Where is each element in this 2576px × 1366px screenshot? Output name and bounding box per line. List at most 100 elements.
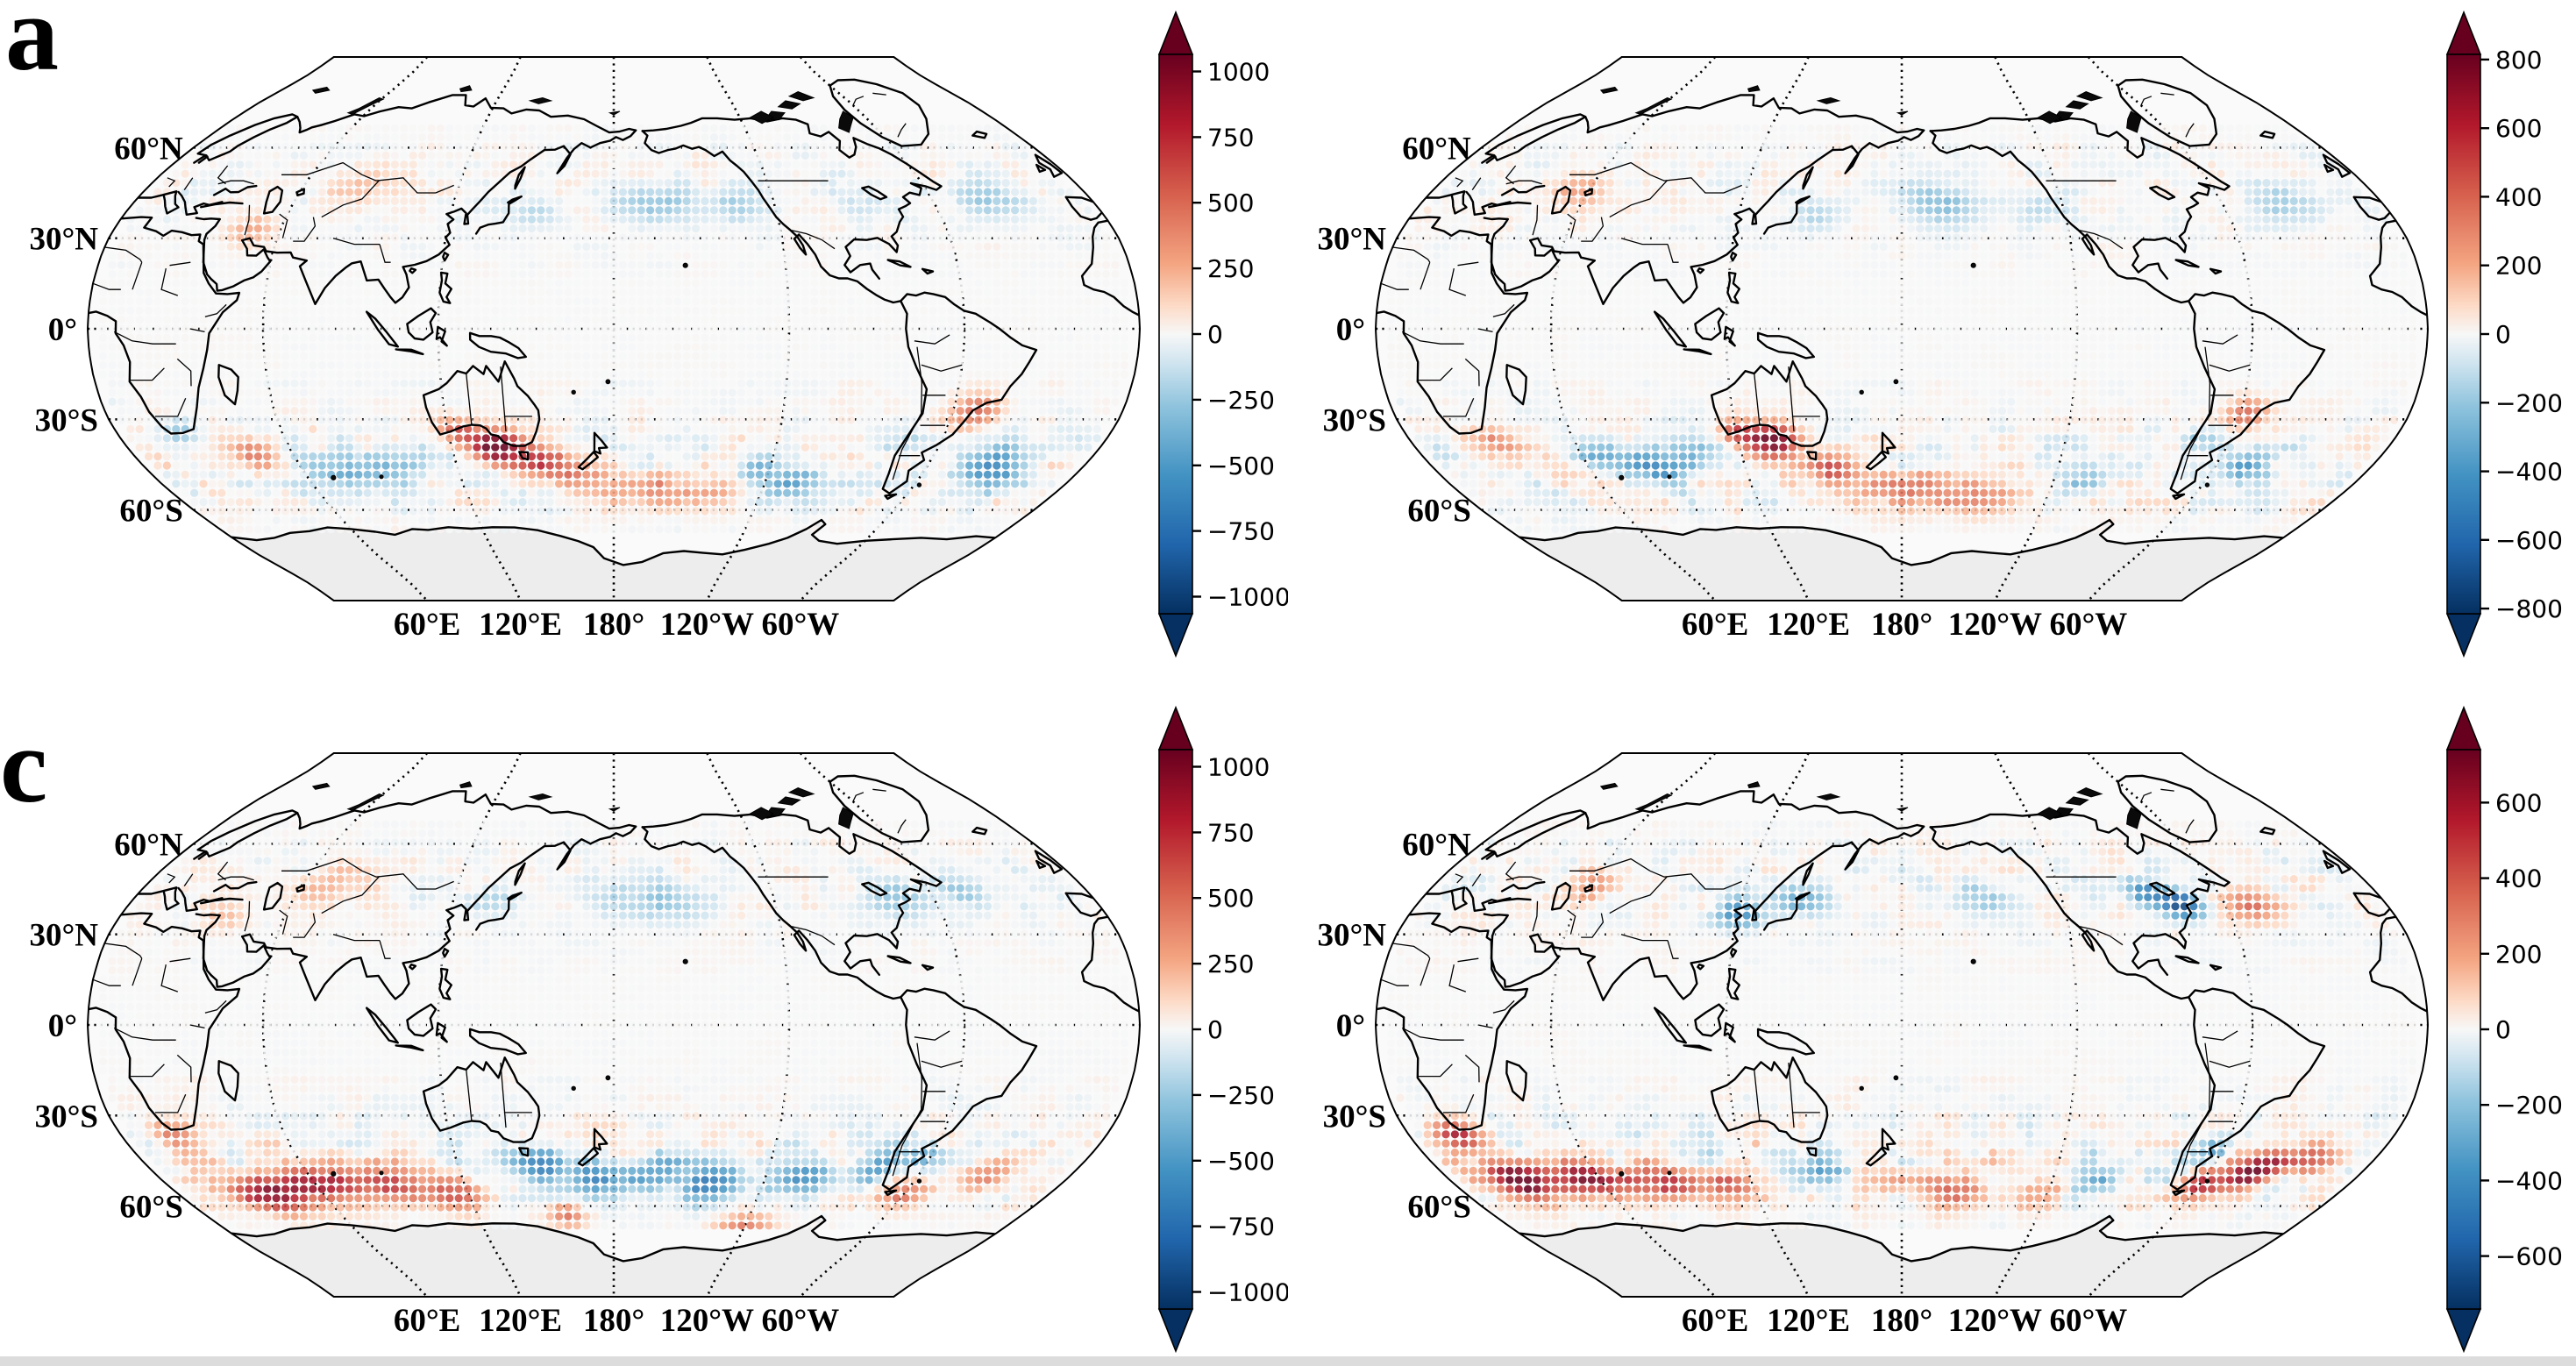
colorbar-gradient [1158, 53, 1193, 615]
colorbar-tick-label: 0 [2495, 320, 2511, 349]
coast-italy [1450, 190, 1468, 215]
lat-label: 60°N [114, 827, 183, 863]
lon-label: 120°W [1948, 607, 2042, 643]
coast-blacksea_n [212, 880, 258, 893]
lon-label: 60°E [394, 1303, 460, 1339]
panel-b: b 60°N30°N0°30°S60°S60°E120°E180°120°W60… [1288, 0, 2576, 683]
coast-iberia_n [2352, 892, 2383, 900]
coast-levant [195, 217, 221, 241]
coast-hispaniola [921, 267, 935, 275]
island-severnaya [459, 85, 473, 93]
coast-scandinavia [196, 113, 299, 161]
lat-label: 0° [48, 312, 77, 348]
coast-denmark [193, 154, 209, 164]
coast-adriatic_greece [1465, 886, 1512, 912]
coast-iberia_w [1064, 892, 1103, 917]
colorbar-arrow-down [1157, 1308, 1194, 1354]
lat-label: 60°S [119, 494, 182, 530]
coast-caspian [1550, 185, 1572, 215]
coast-africa_main [1376, 216, 1529, 435]
coast-bering_kamchatka [1787, 825, 1925, 879]
colorbar-tick-label: −600 [2495, 526, 2563, 555]
panel-a: a 60°N 30°N 0° 30°S 60°S 60°E 120°E 180° 120°W 60… [0, 0, 1288, 683]
coast-hainan [409, 963, 417, 971]
coastlines [88, 78, 1140, 566]
country-borders [1380, 788, 2251, 1177]
coast-blacksea_n [1500, 880, 1546, 893]
lon-label: 60°W [762, 1303, 840, 1339]
lat-label: 0° [1336, 312, 1365, 348]
lon-label: 180° [583, 607, 644, 643]
coast-caspian [262, 185, 284, 215]
coast-anatolia [1488, 897, 1532, 905]
coast-nz_south [1865, 1147, 1887, 1167]
lat-label: 30°S [1323, 1099, 1386, 1135]
lon-label: 180° [1871, 1303, 1932, 1339]
colorbar-tick-label: 400 [2495, 182, 2542, 211]
island-arctic_isl_2 [777, 100, 801, 110]
coast-greatlakes [861, 881, 888, 897]
lat-label: 60°N [1402, 131, 1471, 167]
coast-tasmania [518, 1147, 530, 1157]
panel-letter-c: c [0, 707, 48, 825]
lat-label: 30°S [35, 1099, 98, 1135]
coast-taiwan [442, 948, 450, 958]
lon-label: 120°E [1767, 607, 1850, 643]
lon-label: 120°E [1767, 1303, 1850, 1339]
island-novaya [346, 96, 385, 115]
lat-label: 60°S [119, 1190, 182, 1226]
coast-australia [422, 1057, 541, 1143]
colorbar-arrow-down [1157, 613, 1194, 658]
coast-russia_arctic [319, 94, 637, 134]
colorbar-arrow-up [2445, 705, 2482, 751]
island-fills [1599, 85, 2210, 487]
coast-iberia_n [1064, 196, 1095, 203]
antarctica-fill [1519, 520, 2284, 601]
coast-hainan [1697, 963, 1705, 971]
colorbar-tick-label: 250 [1207, 950, 1254, 978]
coast-denmark [1481, 850, 1497, 860]
coast-scandinavia [196, 809, 299, 857]
coast-asia_east [241, 876, 502, 1001]
coast-levant [1483, 217, 1509, 241]
coast-australia [1710, 1057, 1829, 1143]
coast-nz_south [577, 451, 599, 471]
coastlines [1376, 774, 2428, 1263]
coast-sulawesi [435, 325, 448, 347]
lon-label: 120°W [660, 607, 754, 643]
island-novaya [346, 793, 385, 811]
coast-borneo [406, 1003, 438, 1037]
coast-newguinea [1756, 331, 1815, 359]
coast-hispaniola [921, 964, 935, 971]
lon-label: 120°W [660, 1303, 754, 1339]
island-arctic_isl_3 [2075, 91, 2103, 102]
island-arctic_isl_2 [2065, 100, 2089, 110]
island-svalbard [311, 782, 331, 790]
coast-sumatra [1654, 1007, 1687, 1044]
coast-anatolia [200, 897, 244, 905]
colorbar: 800 600 400 200 0 −200 −400 −600 −800 [2445, 10, 2563, 658]
coast-greenland [829, 774, 930, 843]
island-arctic_isl_3 [787, 91, 815, 102]
coast-med_europe [1425, 190, 1466, 199]
coast-greatlakes [861, 185, 888, 201]
coast-newguinea [468, 331, 527, 359]
coast-sakhalin [1802, 166, 1814, 190]
coast-namerica_e [1929, 813, 2231, 976]
map-outline [1374, 752, 2430, 1298]
coast-borneo [1694, 1003, 1726, 1037]
coast-italy [1450, 886, 1468, 911]
island-victoria [2037, 807, 2063, 821]
coast-sumatra [366, 1007, 399, 1044]
coast-aral [295, 884, 305, 893]
coast-sulawesi [1723, 325, 1736, 347]
colorbar-tick-label: −750 [1207, 517, 1275, 546]
island-new_siberian [528, 96, 553, 104]
coast-cuba [2174, 955, 2200, 964]
coast-sumatra [366, 310, 399, 348]
coast-asia_east [1529, 180, 1790, 305]
coast-africa_main [1376, 912, 1529, 1131]
antarctica-fill [1519, 1216, 2284, 1297]
island-fills [1599, 781, 2210, 1184]
coast-japan [1762, 195, 1811, 235]
